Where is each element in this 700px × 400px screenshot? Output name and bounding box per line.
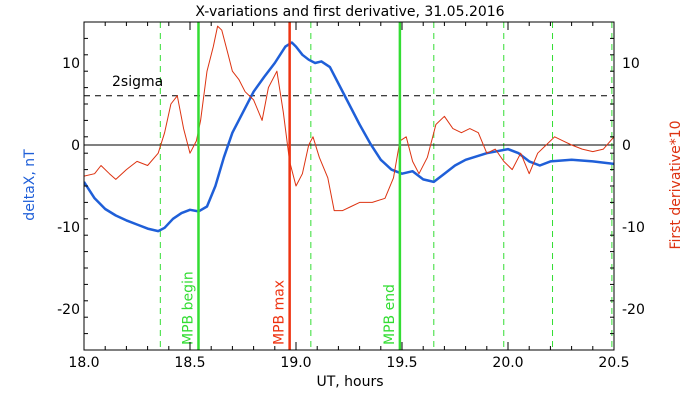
mpb-marker-label: MPB begin — [180, 271, 196, 345]
series-line-deltaX — [84, 41, 614, 233]
x-tick-label: 19.0 — [280, 355, 311, 371]
mpb-marker-label: MPB end — [382, 284, 398, 345]
y-axis-label-right: First derivative*10 — [668, 120, 684, 249]
y-tick-label-right: 0 — [622, 138, 631, 154]
series-line-derivative — [84, 25, 614, 212]
y-tick-label-left: 10 — [62, 56, 80, 72]
y-tick-label-right: -10 — [622, 220, 645, 236]
x-tick-label: 18.0 — [68, 355, 99, 371]
y-tick-label-right: 10 — [622, 56, 640, 72]
y-tick-label-left: -10 — [57, 220, 80, 236]
y-axis-label-left: deltaX, nT — [22, 149, 38, 221]
x-axis-label: UT, hours — [316, 374, 383, 390]
x-tick-label: 19.5 — [386, 355, 417, 371]
chart-title: X-variations and first derivative, 31.05… — [195, 4, 504, 20]
y-tick-label-right: -20 — [622, 302, 645, 318]
x-tick-label: 18.5 — [174, 355, 205, 371]
plot-area: 2sigma MPB begin MPB max MPB end 18.0 18.5 19.… — [57, 21, 645, 371]
x-tick-label: 20.0 — [492, 355, 523, 371]
y-tick-label-left: 0 — [71, 138, 80, 154]
axes-frame — [83, 21, 615, 351]
threshold-label: 2sigma — [112, 74, 163, 90]
y-tick-label-left: -20 — [57, 302, 80, 318]
x-tick-label: 20.5 — [598, 355, 629, 371]
mpb-marker-label: MPB max — [272, 280, 288, 345]
